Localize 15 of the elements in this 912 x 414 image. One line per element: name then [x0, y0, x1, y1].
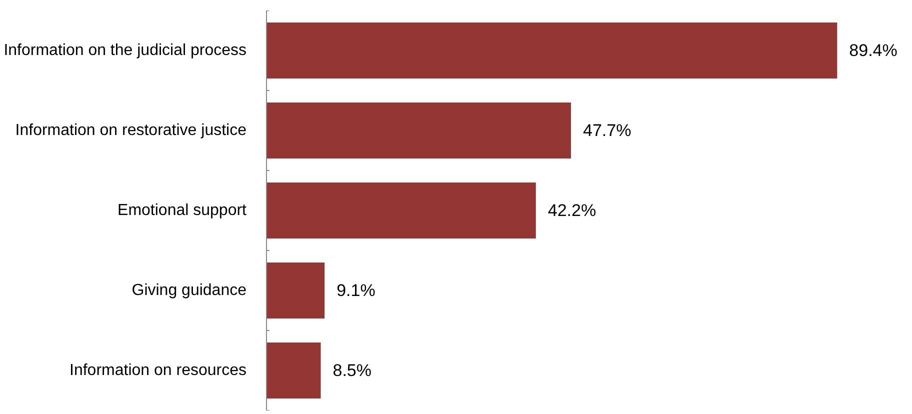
y-tick-label: Information on the judicial process [4, 42, 246, 59]
data-label: 8.5% [332, 361, 372, 380]
bar [266, 342, 321, 398]
bar [266, 22, 838, 78]
data-label: 42.2% [548, 201, 596, 220]
bar [266, 102, 571, 158]
y-tick-label: Giving guidance [132, 282, 247, 299]
data-label: 9.1% [336, 281, 376, 300]
y-tick-label: Information on restorative justice [15, 122, 247, 139]
y-tick-label: Emotional support [118, 202, 248, 219]
y-tick-label: Information on resources [70, 362, 247, 379]
data-label: 89.4% [849, 41, 898, 60]
bar [266, 262, 325, 318]
data-label: 47.7% [582, 121, 632, 140]
bar [266, 182, 536, 238]
